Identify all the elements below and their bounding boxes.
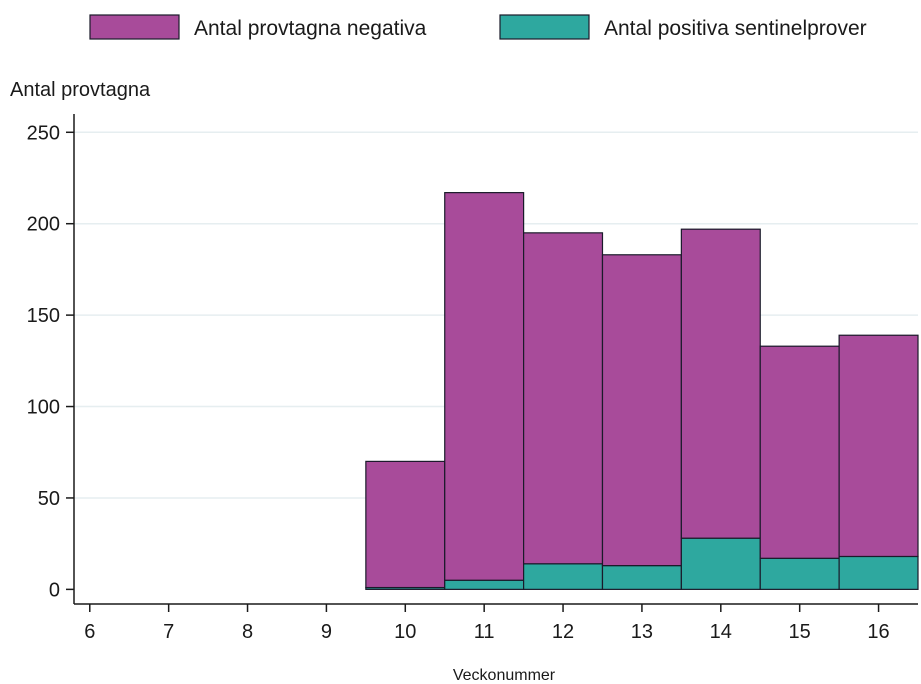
- x-tick-label-7: 7: [163, 621, 174, 643]
- x-tick-label-13: 13: [631, 621, 653, 643]
- y-tick-label-150: 150: [27, 305, 60, 327]
- legend-swatch: [499, 14, 590, 40]
- bar-positive-week-13: [601, 565, 682, 590]
- legend-item-positive: Antal positiva sentinelprover: [499, 14, 867, 40]
- y-axis-ticks: 0 50 100 150 200 250: [27, 122, 74, 601]
- y-axis-title: Antal provtagna: [10, 79, 151, 101]
- x-tick-label-6: 6: [84, 621, 95, 643]
- legend-swatch: [89, 14, 180, 40]
- bar-positive-week-14: [680, 537, 761, 590]
- bar-negative-week-16: [838, 334, 919, 558]
- bar-positive-week-15: [759, 557, 840, 590]
- bar-positive-week-12: [523, 563, 604, 590]
- x-tick-label-12: 12: [552, 621, 574, 643]
- axes: [73, 114, 918, 605]
- x-tick-label-8: 8: [242, 621, 253, 643]
- x-tick-label-11: 11: [474, 621, 495, 643]
- bars: [365, 192, 919, 590]
- y-tick-label-0: 0: [49, 579, 60, 601]
- bar-positive-week-16: [838, 555, 919, 590]
- x-tick-label-10: 10: [394, 621, 416, 643]
- x-tick-label-16: 16: [867, 621, 889, 643]
- y-tick-label-100: 100: [27, 397, 60, 419]
- x-tick-label-9: 9: [321, 621, 332, 643]
- bar-negative-week-14: [680, 228, 761, 539]
- y-tick-label-200: 200: [27, 214, 60, 236]
- bar-positive-week-11: [444, 579, 525, 590]
- bar-negative-week-10: [365, 460, 446, 589]
- bar-negative-week-13: [601, 254, 682, 567]
- bar-negative-week-11: [444, 192, 525, 581]
- x-tick-label-15: 15: [789, 621, 811, 643]
- x-axis-title: Veckonummer: [453, 667, 556, 684]
- legend-item-negative: Antal provtagna negativa: [89, 14, 427, 40]
- y-tick-label-250: 250: [27, 122, 60, 144]
- x-tick-label-14: 14: [710, 621, 732, 643]
- legend-label: Antal positiva sentinelprover: [604, 17, 867, 40]
- legend: Antal provtagna negativa Antal positiva s…: [89, 14, 867, 40]
- x-axis-ticks: 6 7 8 9 10 11 12 13 14 15 16: [84, 604, 890, 643]
- bar-negative-week-12: [523, 232, 604, 565]
- bar-negative-week-15: [759, 345, 840, 559]
- y-tick-label-50: 50: [38, 488, 60, 510]
- legend-label: Antal provtagna negativa: [194, 17, 427, 40]
